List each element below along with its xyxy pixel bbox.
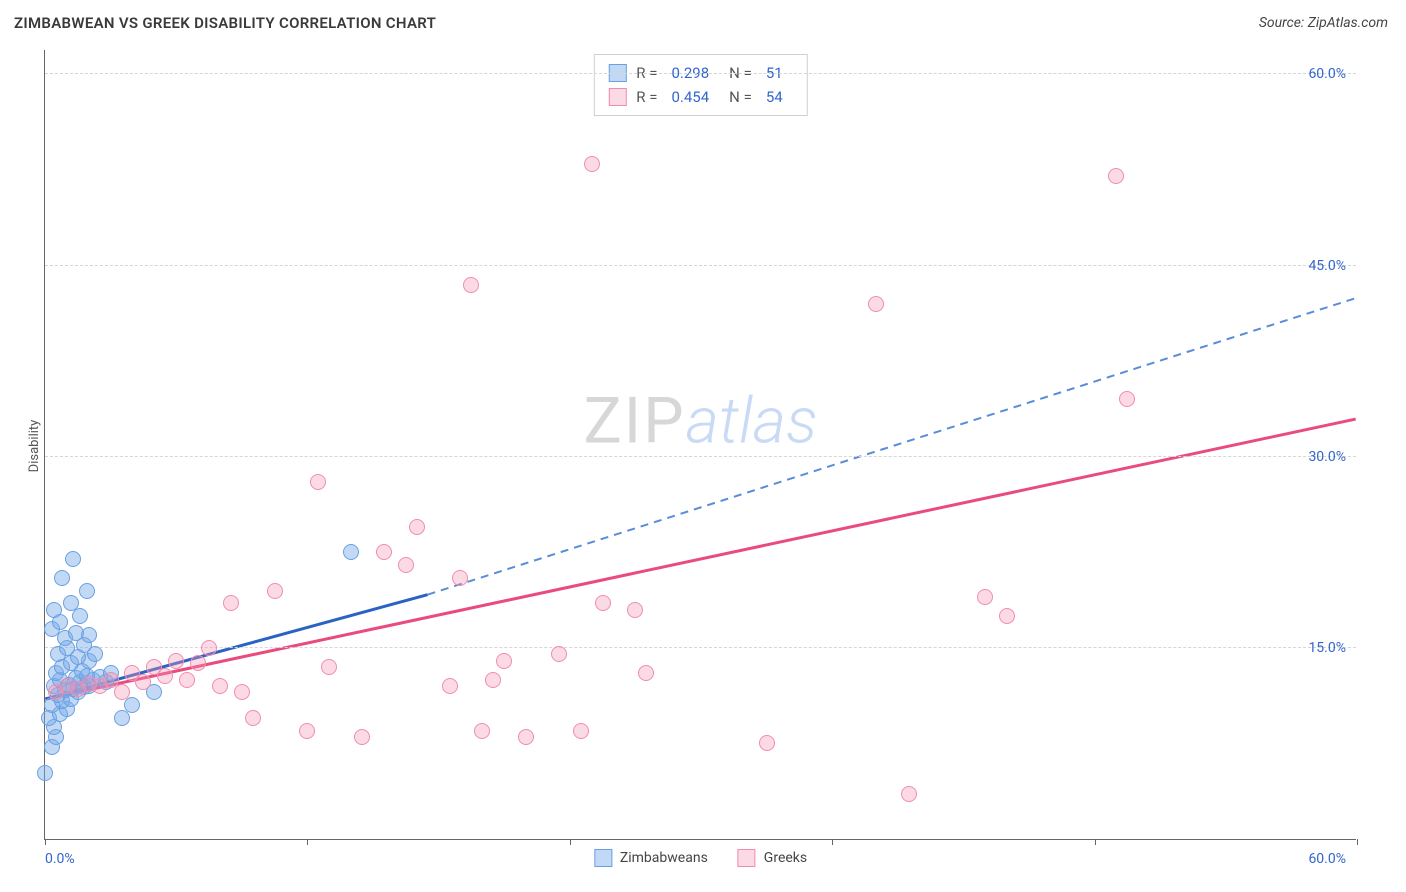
data-point <box>398 557 414 573</box>
data-point <box>485 672 501 688</box>
data-point <box>81 627 97 643</box>
x-tick <box>307 839 308 845</box>
legend-r-label: R = <box>636 88 657 106</box>
x-tick <box>1095 839 1096 845</box>
gridline <box>45 647 1356 648</box>
y-tick-label: 15.0% <box>1308 640 1346 656</box>
data-point <box>999 608 1015 624</box>
data-point <box>584 156 600 172</box>
chart-source: Source: ZipAtlas.com <box>1259 15 1388 31</box>
legend-series-label: Zimbabweans <box>620 850 708 866</box>
data-point <box>638 665 654 681</box>
legend-series-item: Greeks <box>738 849 807 867</box>
data-point <box>376 544 392 560</box>
y-axis-label: Disability <box>27 420 42 473</box>
scatter-plot-area: ZIPatlas R =0.298N =51R =0.454N =54 Zimb… <box>44 50 1356 840</box>
x-axis-min-label: 0.0% <box>45 851 75 867</box>
legend-swatch <box>608 88 626 106</box>
legend-stats-box: R =0.298N =51R =0.454N =54 <box>593 54 807 116</box>
data-point <box>1119 391 1135 407</box>
data-point <box>518 729 534 745</box>
data-point <box>463 277 479 293</box>
data-point <box>496 653 512 669</box>
data-point <box>114 684 130 700</box>
data-point <box>114 710 130 726</box>
data-point <box>245 710 261 726</box>
data-point <box>201 640 217 656</box>
gridline <box>45 73 1356 74</box>
data-point <box>321 659 337 675</box>
data-point <box>977 589 993 605</box>
data-point <box>65 551 81 567</box>
y-tick-label: 30.0% <box>1308 449 1346 465</box>
data-point <box>54 570 70 586</box>
watermark-atlas: atlas <box>686 383 818 458</box>
data-point <box>135 674 151 690</box>
legend-swatch <box>594 849 612 867</box>
data-point <box>595 595 611 611</box>
chart-title: ZIMBABWEAN VS GREEK DISABILITY CORRELATI… <box>14 14 436 32</box>
data-point <box>63 595 79 611</box>
data-point <box>267 583 283 599</box>
data-point <box>868 296 884 312</box>
legend-series-item: Zimbabweans <box>594 849 708 867</box>
legend-swatch <box>738 849 756 867</box>
data-point <box>442 678 458 694</box>
legend-n-label: N = <box>729 88 752 106</box>
data-point <box>409 519 425 535</box>
data-point <box>124 697 140 713</box>
data-point <box>46 602 62 618</box>
y-tick-label: 45.0% <box>1308 258 1346 274</box>
data-point <box>573 723 589 739</box>
x-tick <box>45 839 46 845</box>
x-tick <box>832 839 833 845</box>
data-point <box>343 544 359 560</box>
data-point <box>157 668 173 684</box>
data-point <box>179 672 195 688</box>
data-point <box>310 474 326 490</box>
watermark-zip: ZIP <box>583 383 685 458</box>
data-point <box>627 602 643 618</box>
watermark: ZIPatlas <box>583 383 817 458</box>
gridline <box>45 456 1356 457</box>
data-point <box>759 735 775 751</box>
legend-series: Zimbabweans Greeks <box>594 849 807 867</box>
data-point <box>79 583 95 599</box>
data-point <box>168 653 184 669</box>
y-tick-label: 60.0% <box>1308 66 1346 82</box>
data-point <box>37 765 53 781</box>
data-point <box>299 723 315 739</box>
chart-header: ZIMBABWEAN VS GREEK DISABILITY CORRELATI… <box>0 0 1406 46</box>
data-point <box>452 570 468 586</box>
trend-lines-svg <box>45 50 1356 839</box>
data-point <box>901 786 917 802</box>
legend-n-value: 54 <box>766 88 783 106</box>
x-axis-max-label: 60.0% <box>1308 851 1346 867</box>
legend-stat-row: R = 0.454 N = 54 <box>608 85 792 109</box>
data-point <box>474 723 490 739</box>
gridline <box>45 265 1356 266</box>
x-tick <box>570 839 571 845</box>
legend-series-label: Greeks <box>764 850 807 866</box>
data-point <box>551 646 567 662</box>
data-point <box>234 684 250 700</box>
x-tick <box>1357 839 1358 845</box>
data-point <box>354 729 370 745</box>
data-point <box>223 595 239 611</box>
data-point <box>190 655 206 671</box>
legend-r-value: 0.454 <box>671 88 709 106</box>
data-point <box>212 678 228 694</box>
data-point <box>1108 168 1124 184</box>
